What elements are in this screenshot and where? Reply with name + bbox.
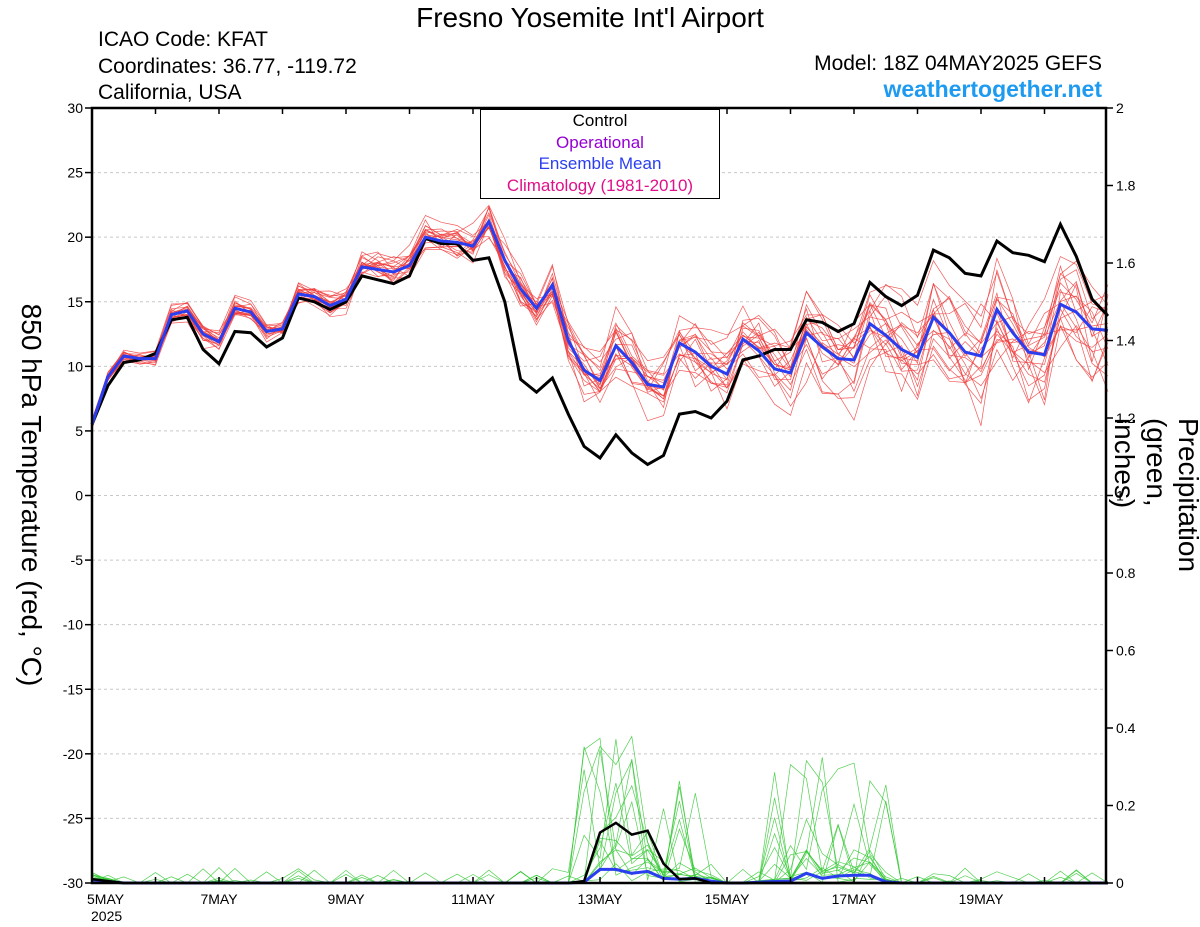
main-series-lines (90, 218, 1110, 885)
x-tick-label: 13MAY (578, 891, 624, 907)
x-tick-label: 11MAY (451, 891, 495, 907)
site-link[interactable]: weathertogether.net (883, 76, 1102, 102)
legend-control: Control (572, 111, 628, 130)
x-tick-label: 9MAY (327, 891, 365, 907)
x-year-label: 2025 (91, 908, 122, 924)
left-tick-label: -10 (63, 617, 83, 633)
legend-ensemble-mean: Ensemble Mean (538, 154, 662, 173)
left-tick-label: 25 (67, 165, 83, 181)
precip-member-line (91, 757, 1108, 884)
coordinates: Coordinates: 36.77, -119.72 (98, 55, 357, 78)
temperature-member-line (91, 205, 1109, 428)
temperature-ensemble-mean-line (90, 218, 1109, 425)
precip-member-line (91, 746, 1108, 884)
temperature-member-line (91, 227, 1109, 426)
temperature-control-line (90, 220, 1110, 467)
x-tick-label: 5MAY (87, 891, 125, 907)
temperature-member-line (91, 205, 1109, 425)
right-tick-label: 2 (1116, 100, 1124, 116)
x-tick-label: 15MAY (705, 891, 751, 907)
right-tick-label: 1.2 (1116, 410, 1136, 426)
right-axis-ticks: 2 1.8 1.6 1.4 1.2 1 0.8 0.6 0.4 0.2 0 (1106, 100, 1136, 891)
temperature-member-line (91, 229, 1109, 425)
precip-member-line (91, 749, 1108, 884)
legend-climatology: Climatology (1981-2010) (506, 175, 694, 195)
right-tick-label: 0 (1116, 875, 1124, 891)
gridlines (92, 172, 1106, 819)
left-axis-label: 850 hPa Temperature (red, °C) (16, 303, 47, 687)
region: California, USA (98, 81, 242, 104)
precip-member-line (91, 735, 1108, 884)
right-tick-label: 1.6 (1116, 255, 1136, 271)
left-axis-ticks: 30 25 20 15 10 5 0 -5 -10 -15 -20 -25 -30 (63, 100, 92, 891)
legend-operational: Operational (556, 132, 644, 152)
temperature-member-line (91, 222, 1109, 427)
left-tick-label: 0 (75, 488, 83, 504)
precip-member-line (91, 737, 1108, 884)
right-tick-label: 1 (1116, 488, 1124, 504)
precip-member-lines (91, 735, 1109, 884)
right-tick-label: 1.8 (1116, 178, 1136, 194)
temperature-member-lines (91, 204, 1109, 430)
left-tick-label: -30 (63, 875, 83, 891)
temperature-member-line (91, 207, 1109, 427)
left-tick-label: -25 (63, 810, 83, 826)
left-tick-label: 5 (75, 423, 83, 439)
icao-code: ICAO Code: KFAT (98, 28, 268, 51)
legend: Control Operational Ensemble Mean Climat… (480, 109, 720, 199)
x-tick-label: 19MAY (959, 891, 1005, 907)
temperature-member-line (91, 225, 1109, 426)
temperature-member-line (91, 218, 1109, 427)
precip-member-line (91, 817, 1108, 884)
temperature-member-line (91, 227, 1109, 428)
precip-control-line (91, 821, 1108, 885)
right-axis-label: 6-hour Precipitation (green, inches) (1109, 417, 1200, 573)
precip-member-line (91, 762, 1108, 884)
right-tick-label: 0.2 (1116, 798, 1136, 814)
x-axis-ticks: 5MAY 7MAY 9MAY 11MAY 13MAY 15MAY 17MAY 19MAY 202… (87, 108, 1046, 924)
left-tick-label: 10 (67, 358, 83, 374)
chart-title: Fresno Yosemite Int'l Airport (416, 2, 764, 33)
left-tick-label: -15 (63, 681, 83, 697)
left-tick-label: 20 (67, 229, 83, 245)
temperature-member-line (91, 227, 1109, 426)
temperature-member-line (91, 221, 1109, 426)
temperature-member-line (91, 204, 1109, 427)
right-tick-label: 0.8 (1116, 565, 1136, 581)
x-tick-label: 7MAY (200, 891, 238, 907)
temperature-member-line (91, 225, 1109, 427)
temperature-member-line (91, 217, 1109, 430)
left-tick-label: 15 (67, 294, 83, 310)
right-tick-label: 1.4 (1116, 333, 1136, 349)
x-tick-label: 17MAY (832, 891, 878, 907)
left-tick-label: -5 (71, 552, 84, 568)
left-tick-label: -20 (63, 746, 83, 762)
right-tick-label: 0.4 (1116, 720, 1136, 736)
left-tick-label: 30 (67, 100, 83, 116)
right-tick-label: 0.6 (1116, 643, 1136, 659)
precip-member-line (91, 759, 1108, 884)
temperature-member-line (91, 221, 1109, 420)
temperature-member-line (91, 224, 1109, 423)
model-run: Model: 18Z 04MAY2025 GEFS (814, 52, 1102, 75)
